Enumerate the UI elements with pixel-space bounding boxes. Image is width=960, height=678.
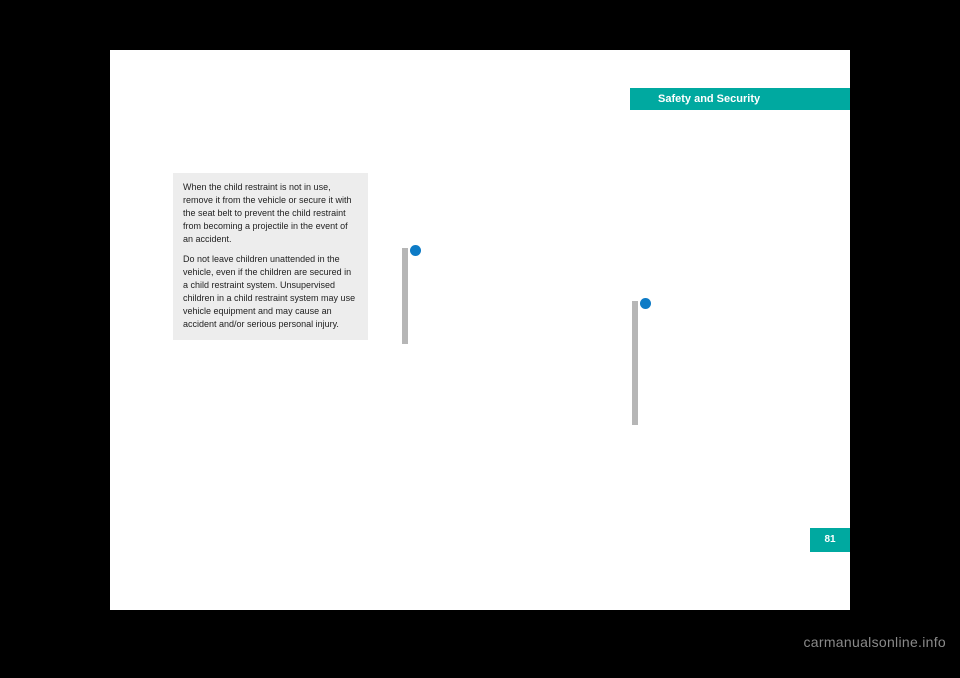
info-sidebar-rule <box>402 248 408 344</box>
warning-paragraph-1: When the child restraint is not in use, … <box>183 181 358 246</box>
watermark-text: carmanualsonline.info <box>804 634 947 650</box>
section-header-banner: Safety and Security <box>630 88 850 110</box>
warning-box: When the child restraint is not in use, … <box>173 173 368 340</box>
info-sidebar-rule <box>632 301 638 425</box>
page-number-box: 81 <box>810 528 850 552</box>
info-icon <box>410 245 421 256</box>
manual-page: Safety and Security When the child restr… <box>110 50 850 610</box>
page-number: 81 <box>824 534 835 545</box>
section-title: Safety and Security <box>658 93 760 105</box>
info-icon <box>640 298 651 309</box>
warning-paragraph-2: Do not leave children unattended in the … <box>183 253 358 331</box>
